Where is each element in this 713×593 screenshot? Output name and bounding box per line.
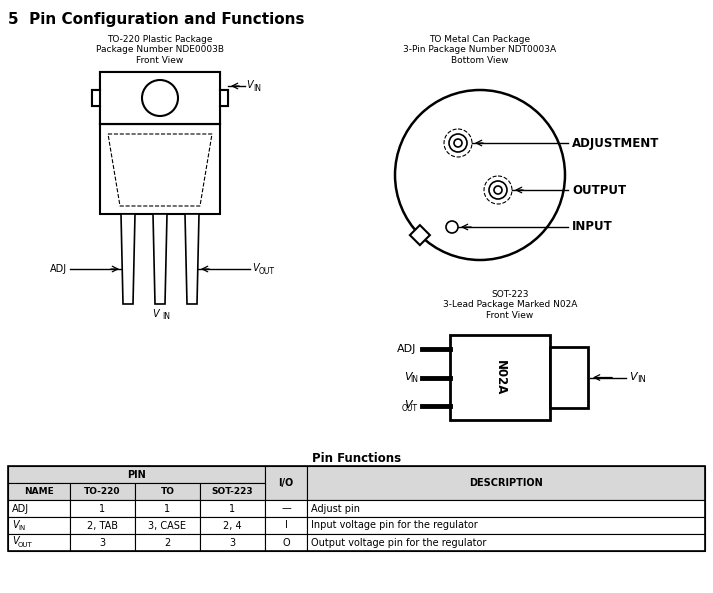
Text: V: V	[252, 263, 259, 273]
Circle shape	[489, 181, 507, 199]
Circle shape	[449, 134, 467, 152]
Bar	[265, 517, 307, 534]
Bar	[200, 517, 265, 534]
Text: 1: 1	[99, 503, 106, 514]
Text: IN: IN	[637, 375, 646, 384]
Text: Adjust pin: Adjust pin	[311, 503, 360, 514]
Text: V: V	[246, 80, 252, 90]
Text: TO Metal Can Package
3-Pin Package Number NDT0003A
Bottom View: TO Metal Can Package 3-Pin Package Numbe…	[404, 35, 557, 65]
Bar	[92, 90, 100, 106]
Bar	[200, 483, 265, 500]
Bar	[8, 534, 70, 551]
Text: 1: 1	[165, 503, 170, 514]
Bar	[220, 90, 228, 106]
Bar	[450, 335, 550, 420]
Text: IN: IN	[162, 312, 170, 321]
Bar	[135, 534, 200, 551]
Text: ADJUSTMENT: ADJUSTMENT	[572, 136, 660, 149]
Text: TO-220: TO-220	[84, 487, 120, 496]
Bar	[70, 517, 135, 534]
PathPatch shape	[121, 214, 135, 304]
Text: N02A: N02A	[493, 360, 506, 395]
Bar	[70, 483, 135, 500]
Text: ADJ: ADJ	[396, 344, 416, 354]
Text: PIN: PIN	[127, 470, 146, 480]
Circle shape	[494, 186, 502, 194]
Text: V: V	[404, 400, 412, 410]
Text: OUT: OUT	[402, 404, 418, 413]
Text: OUT: OUT	[259, 267, 275, 276]
Text: IN: IN	[253, 84, 261, 93]
Text: V: V	[629, 371, 637, 381]
Circle shape	[395, 90, 565, 260]
Text: 3: 3	[230, 537, 235, 547]
Text: O: O	[282, 537, 289, 547]
Bar	[70, 500, 135, 517]
Bar	[135, 500, 200, 517]
Bar	[550, 347, 588, 408]
Text: 3, CASE: 3, CASE	[148, 521, 187, 531]
Bar	[100, 124, 220, 214]
Text: DESCRIPTION: DESCRIPTION	[469, 478, 543, 488]
Text: 2, 4: 2, 4	[223, 521, 242, 531]
Text: V: V	[404, 371, 412, 381]
Bar	[265, 500, 307, 517]
Bar	[8, 500, 70, 517]
Text: —: —	[281, 503, 291, 514]
Text: TO: TO	[160, 487, 175, 496]
Text: INPUT: INPUT	[572, 221, 612, 234]
Bar	[200, 534, 265, 551]
Text: 5  Pin Configuration and Functions: 5 Pin Configuration and Functions	[8, 12, 304, 27]
Text: I/O: I/O	[278, 478, 294, 488]
Bar	[307, 534, 705, 551]
Text: OUTPUT: OUTPUT	[572, 183, 626, 196]
Bar	[307, 517, 705, 534]
Bar	[8, 483, 70, 500]
Text: ADJ: ADJ	[12, 503, 29, 514]
Text: OUT: OUT	[18, 542, 33, 548]
Text: SOT-223: SOT-223	[212, 487, 253, 496]
Circle shape	[454, 139, 462, 147]
Text: Input voltage pin for the regulator: Input voltage pin for the regulator	[311, 521, 478, 531]
Text: Output voltage pin for the regulator: Output voltage pin for the regulator	[311, 537, 486, 547]
Circle shape	[446, 221, 458, 233]
Bar	[265, 466, 307, 500]
Text: ADJ: ADJ	[50, 264, 67, 274]
PathPatch shape	[153, 214, 167, 304]
Bar	[70, 534, 135, 551]
Bar	[8, 466, 705, 551]
Text: V: V	[12, 519, 19, 530]
Bar	[200, 500, 265, 517]
Bar	[135, 517, 200, 534]
Bar	[265, 534, 307, 551]
Bar	[100, 72, 220, 124]
Text: I: I	[284, 521, 287, 531]
Text: Pin Functions: Pin Functions	[312, 452, 401, 465]
Bar	[8, 517, 70, 534]
Text: 2, TAB: 2, TAB	[87, 521, 118, 531]
Text: IN: IN	[410, 375, 418, 384]
Bar	[307, 466, 705, 500]
Text: 1: 1	[230, 503, 235, 514]
PathPatch shape	[185, 214, 199, 304]
Text: IN: IN	[18, 525, 25, 531]
Text: 2: 2	[165, 537, 170, 547]
Bar	[8, 466, 265, 483]
Text: TO-220 Plastic Package
Package Number NDE0003B
Front View: TO-220 Plastic Package Package Number ND…	[96, 35, 224, 65]
PathPatch shape	[92, 72, 228, 124]
Text: 3: 3	[99, 537, 106, 547]
Bar	[135, 483, 200, 500]
Text: SOT-223
3-Lead Package Marked N02A
Front View: SOT-223 3-Lead Package Marked N02A Front…	[443, 290, 578, 320]
Bar	[307, 500, 705, 517]
Polygon shape	[410, 225, 430, 245]
Text: V: V	[153, 309, 159, 319]
Text: V: V	[12, 537, 19, 547]
Text: NAME: NAME	[24, 487, 54, 496]
